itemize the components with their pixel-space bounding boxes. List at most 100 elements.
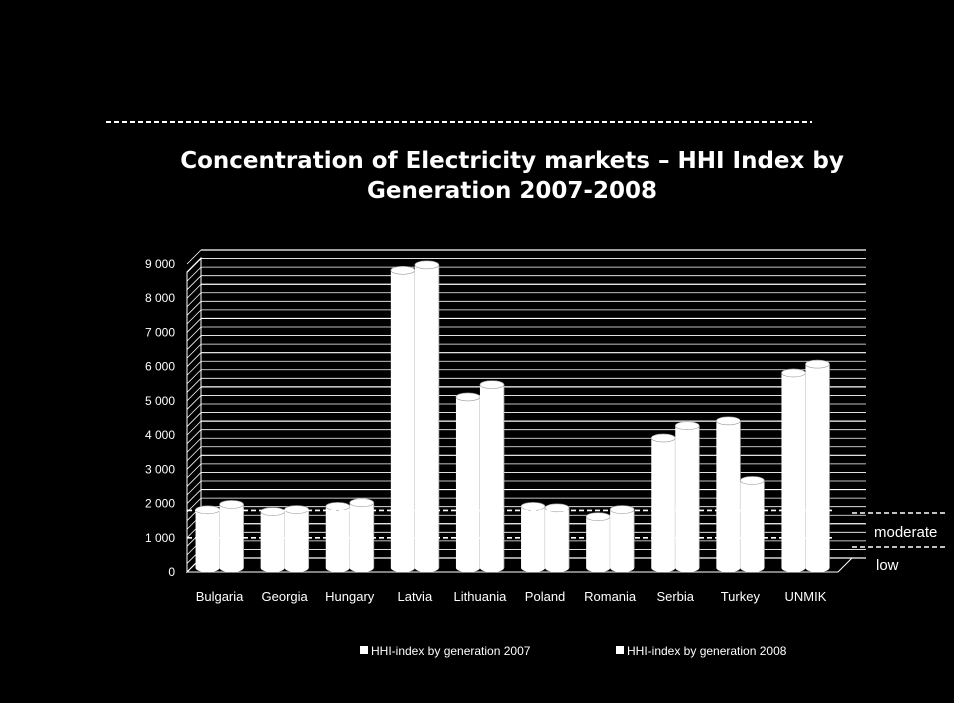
bar — [284, 505, 310, 572]
bar — [219, 500, 244, 572]
grid-line-side — [186, 395, 202, 410]
bar — [781, 368, 806, 572]
bar-base — [390, 564, 415, 572]
bar-base — [740, 564, 765, 572]
bar-top — [349, 498, 375, 507]
y-tick-label: 9 000 — [145, 257, 175, 271]
bar-base — [284, 564, 309, 572]
bar-top — [740, 476, 765, 485]
chart-title-line-2: Generation 2007-2008 — [367, 178, 657, 204]
y-axis-ticks: 0 1 000 2 000 3 000 4 000 5 000 6 000 7 000 8 00… — [145, 257, 175, 579]
legend-label-2008: HHI-index by generation 2008 — [627, 644, 787, 658]
bar-top — [414, 260, 440, 270]
x-axis-labels: Bulgaria Georgia Hungary Latvia Lithuania Pol… — [196, 589, 827, 604]
grid-line-side — [186, 275, 202, 290]
grid-line-side — [186, 301, 202, 316]
y-tick-label: 8 000 — [145, 291, 175, 305]
grid-line-side — [186, 472, 202, 487]
y-tick-label: 4 000 — [145, 428, 175, 442]
bar — [650, 433, 676, 572]
bar-top — [781, 368, 806, 378]
bar-top — [650, 433, 676, 443]
grid-line-side — [186, 386, 202, 402]
bar — [716, 416, 741, 572]
bar-body — [195, 509, 220, 568]
grid-line-side — [186, 343, 202, 359]
grid-line-side — [186, 455, 202, 470]
bar-body — [610, 509, 635, 568]
bar-body — [586, 516, 611, 568]
legend: HHI-index by generation 2007 HHI-index b… — [360, 644, 787, 658]
grid-line-side — [186, 463, 202, 479]
bar-top — [585, 512, 611, 521]
category-label: Bulgaria — [196, 589, 244, 604]
bar — [260, 507, 286, 572]
bars — [195, 260, 830, 572]
bar-body — [675, 425, 700, 568]
bar-base — [675, 564, 700, 572]
bar — [349, 498, 375, 572]
y-tick-label: 3 000 — [145, 462, 175, 476]
bar-body — [455, 396, 480, 568]
bar-base — [521, 564, 546, 572]
bar-base — [325, 564, 350, 572]
y-tick-label: 0 — [168, 565, 175, 579]
bar-top — [325, 502, 351, 511]
bar-base — [716, 564, 741, 572]
bar-body — [740, 480, 765, 568]
bar-top — [674, 421, 700, 430]
category-label: Lithuania — [454, 589, 508, 604]
grid-line-side — [186, 292, 202, 308]
bar — [455, 392, 481, 572]
bar-base — [260, 564, 285, 572]
bar-base — [586, 564, 611, 572]
grid-line-side — [186, 437, 202, 453]
grid-line-side — [186, 335, 202, 350]
y-tick-label: 2 000 — [145, 497, 175, 511]
bar — [195, 505, 220, 572]
chart-title-line-1: Concentration of Electricity markets – H… — [180, 148, 844, 174]
bar-base — [610, 564, 635, 572]
bar-body — [284, 509, 309, 568]
grid-line-side — [186, 360, 202, 376]
bar-body — [479, 384, 504, 568]
bar-body — [716, 420, 741, 568]
bar-top — [479, 380, 505, 389]
y-tick-label: 1 000 — [145, 531, 175, 545]
grid-line-side — [186, 249, 202, 265]
bar — [674, 421, 700, 572]
grid-line-side — [186, 369, 202, 385]
grid-line-side — [186, 489, 202, 504]
bar-top — [609, 505, 635, 514]
bar-base — [349, 564, 374, 572]
bar-base — [219, 564, 244, 572]
bar-top — [520, 502, 546, 511]
grid-line-side — [186, 309, 202, 325]
bar-top — [805, 359, 830, 369]
category-label: Romania — [584, 589, 637, 604]
category-label: Serbia — [656, 589, 694, 604]
grid-line-side — [186, 412, 202, 427]
bar — [325, 502, 351, 572]
bar-base — [455, 564, 480, 572]
bar-body — [414, 264, 439, 568]
zone-label: low — [876, 557, 899, 574]
category-label: Turkey — [721, 589, 761, 604]
grid-line-side — [186, 258, 202, 273]
bar — [585, 512, 611, 572]
bar-body — [390, 270, 415, 568]
y-tick-label: 6 000 — [145, 360, 175, 374]
grid-line-side — [186, 352, 202, 367]
grid-line-side — [186, 446, 202, 462]
grid-line-side — [186, 420, 202, 436]
legend-label-2007: HHI-index by generation 2007 — [371, 644, 531, 658]
bar-base — [479, 564, 504, 572]
bar-body — [260, 511, 285, 568]
zone-markers: moderate low — [187, 509, 948, 574]
bar-body — [325, 506, 350, 568]
category-label: Georgia — [262, 589, 309, 604]
category-label: Latvia — [397, 589, 432, 604]
y-tick-label: 5 000 — [145, 394, 175, 408]
category-label: UNMIK — [785, 589, 827, 604]
